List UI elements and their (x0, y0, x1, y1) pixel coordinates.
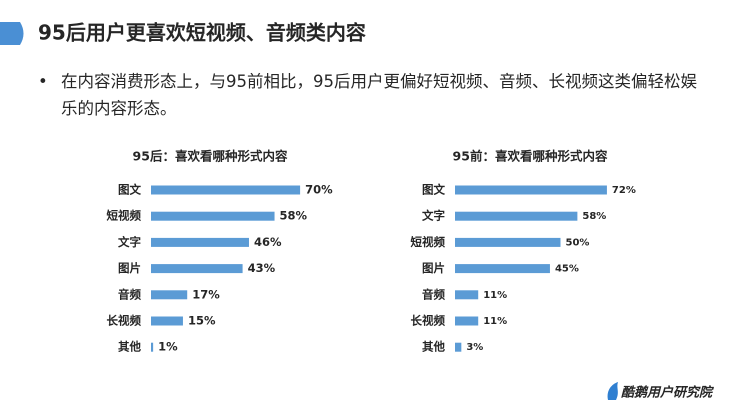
slide-title: 95后用户更喜欢短视频、音频类内容 (38, 21, 366, 45)
category-label: 其他 (118, 340, 141, 354)
category-label: 音频 (422, 287, 445, 301)
bar (455, 237, 561, 247)
bar (151, 185, 301, 195)
chart-title: 95后：喜欢看哪种形式内容 (133, 149, 288, 164)
value-label: 11% (483, 316, 507, 327)
bar (151, 237, 249, 247)
value-label: 17% (192, 287, 220, 301)
value-label: 43% (248, 261, 276, 275)
value-label: 70% (305, 183, 333, 197)
bullet-dot: • (38, 72, 48, 91)
value-label: 58% (280, 209, 308, 223)
value-label: 72% (612, 185, 636, 196)
category-label: 长视频 (411, 314, 446, 328)
value-label: 3% (466, 342, 483, 353)
category-label: 长视频 (107, 314, 142, 328)
value-label: 1% (158, 340, 178, 354)
bar (455, 290, 479, 300)
value-label: 50% (566, 237, 590, 248)
value-label: 15% (188, 314, 216, 328)
category-label: 音频 (118, 287, 141, 301)
category-label: 图文 (422, 183, 445, 197)
bar (151, 264, 243, 274)
chart-title: 95前：喜欢看哪种形式内容 (453, 149, 608, 164)
bar (151, 211, 275, 221)
logo-text: 酷鹅用户研究院 (621, 385, 715, 401)
category-label: 文字 (422, 209, 445, 223)
value-label: 58% (582, 211, 606, 222)
bar (151, 316, 183, 326)
bullet-text: 在内容消费形态上，与95前相比，95后用户更偏好短视频、音频、长视频这类偏轻松娱… (61, 72, 697, 118)
bar (151, 342, 154, 352)
category-label: 图片 (118, 261, 141, 275)
category-label: 其他 (422, 340, 445, 354)
value-label: 46% (254, 235, 282, 249)
value-label: 45% (555, 264, 579, 275)
category-label: 图片 (422, 261, 445, 275)
category-label: 图文 (118, 183, 141, 197)
bar (151, 290, 188, 300)
title-accent (0, 22, 24, 45)
logo-icon (607, 382, 618, 400)
category-label: 短视频 (411, 235, 446, 249)
logo: 酷鹅用户研究院 (607, 382, 715, 401)
category-label: 短视频 (107, 209, 142, 223)
value-label: 11% (483, 290, 507, 301)
bar (455, 342, 462, 352)
bar (455, 264, 550, 274)
category-label: 文字 (118, 235, 141, 249)
bar (455, 211, 578, 221)
bar (455, 185, 607, 195)
bar (455, 316, 479, 326)
